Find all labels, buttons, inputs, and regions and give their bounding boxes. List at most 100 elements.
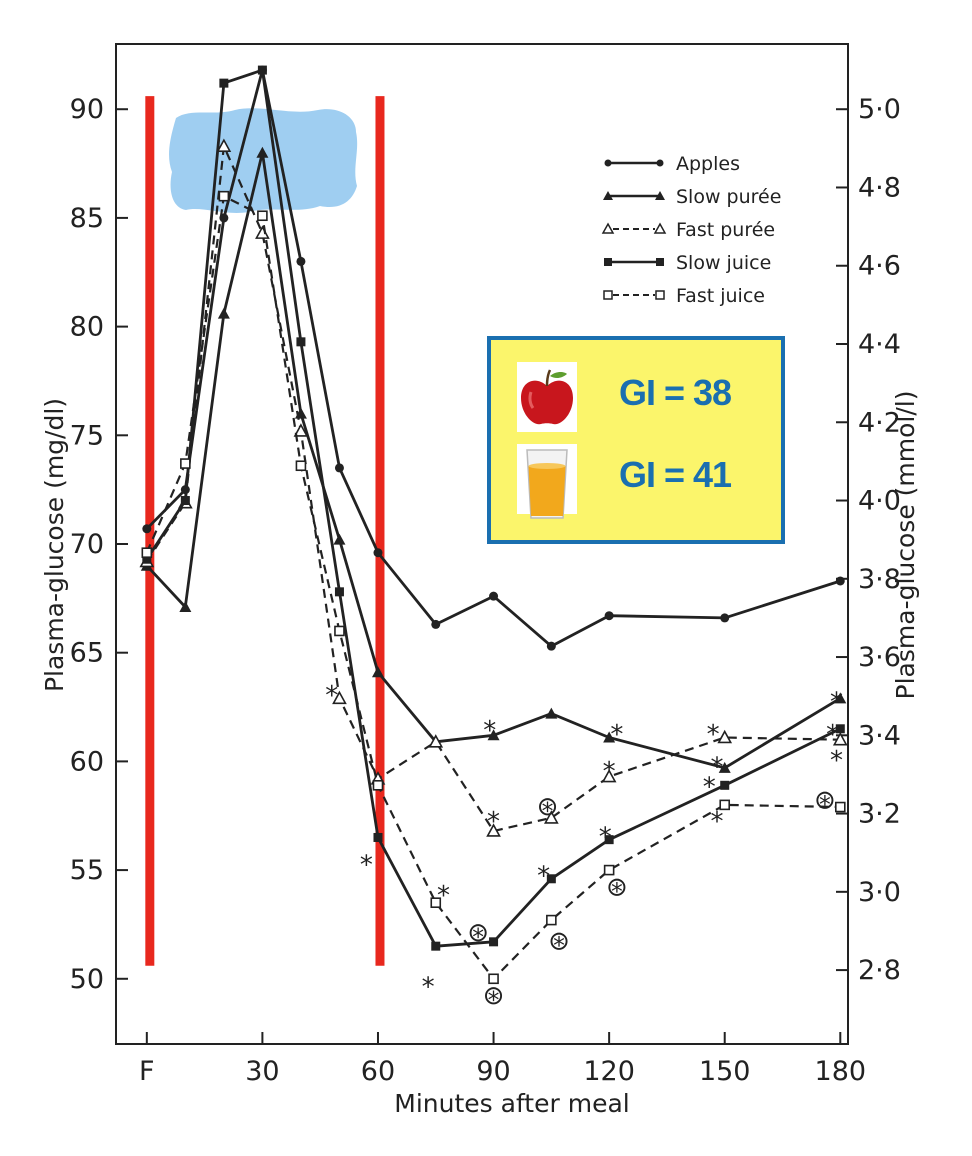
data-point [719,799,731,811]
gi-juice-text: GI = 41 [619,454,732,495]
right-tick-label: 3·6 [858,642,901,673]
bottom-tick-label: F [139,1056,155,1087]
data-point [601,768,617,783]
significance-asterisk: * [437,881,450,911]
data-point [257,65,267,75]
data-point [216,138,232,152]
data-point [603,864,615,876]
bottom-tick-label: 120 [583,1056,635,1087]
left-tick-label: 50 [70,964,104,995]
data-point [296,337,306,347]
gi-row-juice: GI = 41 [491,440,781,520]
data-point [832,731,848,746]
data-point [372,780,384,791]
data-point [834,801,846,813]
left-tick-label: 75 [70,420,104,451]
significance-circled-asterisk: ⊛ [814,785,836,815]
data-point [373,548,383,558]
right-tick-label: 5·0 [858,94,901,125]
right-tick-label: 2·8 [858,955,901,986]
data-point [295,460,307,472]
left-tick-label: 85 [70,203,104,234]
significance-asterisk: * [422,972,435,1002]
data-point [720,613,730,623]
series-slow-juice [142,65,845,951]
gi-row-apple: GI = 38 [491,358,781,438]
legend-label-fast-juice: Fast juice [676,285,765,307]
data-point [431,941,441,951]
apple-icon [517,362,577,432]
data-point [371,666,384,678]
left-axis: 50 55 60 65 70 75 80 85 90 [70,94,128,995]
data-point [486,823,501,837]
data-point [604,611,614,621]
data-point [604,835,614,845]
data-point [180,496,190,506]
legend-entry-slow-puree: Slow purée [603,186,781,208]
legend-entry-fast-puree: Fast purée [601,219,775,241]
data-point [718,761,731,773]
data-point [332,690,347,705]
data-point [546,641,556,651]
data-point [334,625,345,637]
data-point [835,576,845,586]
data-point [334,587,344,597]
significance-asterisk: * [826,720,839,750]
left-tick-label: 90 [70,94,104,125]
legend-entry-fast-juice: Fast juice [603,285,765,307]
significance-asterisk: * [703,772,716,802]
right-tick-label: 4·4 [858,329,901,360]
data-point [142,554,152,564]
data-point [834,692,847,704]
significance-asterisk: * [325,681,338,711]
right-tick-label: 4·2 [858,407,901,438]
left-tick-label: 65 [70,638,104,669]
series-fast-juice [141,190,846,985]
right-tick-label: 3·0 [858,877,901,908]
significance-asterisk: * [711,753,724,783]
right-tick-label: 3·4 [858,720,901,751]
data-point [428,734,444,748]
data-point [255,225,270,239]
left-tick-label: 80 [70,312,104,343]
data-point [545,707,558,719]
bottom-tick-label: 90 [476,1056,510,1087]
bottom-tick-label: 180 [815,1056,867,1087]
glycemic-index-box: GI = 38 GI = 41 [487,336,785,544]
right-tick-label: 3·8 [858,564,901,595]
left-tick-label: 55 [70,855,104,886]
data-point [835,724,845,734]
data-point [217,307,230,319]
legend-label-apples: Apples [676,153,740,175]
significance-marks: *****************⊛⊛⊛⊛⊛⊛ [325,681,843,1011]
data-point [488,973,499,985]
data-point [333,533,346,545]
data-point [180,458,191,469]
legend-entry-slow-juice: Slow juice [604,252,771,274]
significance-asterisk: * [537,861,550,891]
legend-label-fast-puree: Fast purée [676,219,775,241]
series-layer [139,65,848,985]
significance-circled-asterisk: ⊛ [483,981,505,1011]
significance-circled-asterisk: ⊛ [606,872,628,902]
y-axis-title-right: Plasma-glucose (mmol/l) [891,391,920,700]
legend-entry-apples: Apples [604,153,740,175]
data-point [487,729,500,741]
significance-asterisk: * [603,757,616,787]
data-point [334,463,344,473]
significance-circled-asterisk: ⊛ [548,927,570,957]
data-point [717,729,733,744]
x-axis-title: Minutes after meal [394,1089,629,1118]
data-point [219,78,229,88]
bottom-tick-label: 60 [361,1056,395,1087]
data-point [489,591,499,601]
significance-asterisk: * [707,720,720,750]
right-tick-label: 3·2 [858,799,901,830]
data-point [141,547,153,558]
significance-asterisk: * [711,807,724,837]
significance-circled-asterisk: ⊛ [537,792,559,822]
bottom-tick-label: 150 [699,1056,751,1087]
significance-asterisk: * [360,851,373,881]
data-point [296,256,306,266]
data-point [543,810,559,824]
